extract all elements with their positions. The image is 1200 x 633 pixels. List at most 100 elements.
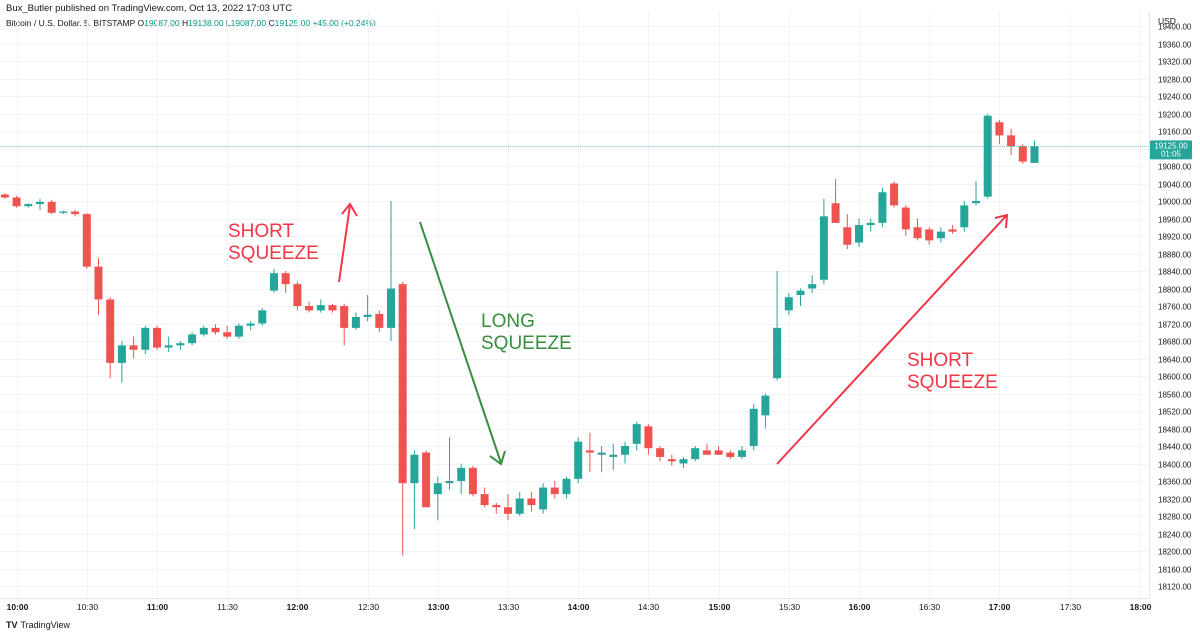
price-tick-label: 19280.00 <box>1158 76 1192 85</box>
time-tick-label: 10:30 <box>77 602 99 612</box>
candle-up <box>141 327 150 350</box>
candle-up <box>855 225 863 243</box>
candle-up <box>117 345 126 363</box>
price-tick-label: 19160.00 <box>1158 128 1192 137</box>
candle-up <box>246 323 255 326</box>
open-label: O <box>137 18 145 28</box>
candle-down <box>0 194 9 198</box>
high-value: 19138.00 <box>188 18 224 28</box>
arrow-head-icon <box>489 450 506 466</box>
candle-down <box>550 487 559 495</box>
candle-down <box>398 284 407 484</box>
candle-up <box>972 201 980 204</box>
annotation-text-line: SQUEEZE <box>481 333 572 354</box>
candle-up <box>234 325 243 337</box>
candle-up <box>796 290 805 296</box>
time-tick-label: 17:00 <box>989 602 1011 612</box>
arrow-up-right-icon <box>776 215 1007 465</box>
candle-down <box>71 211 80 215</box>
last-price-value: 19125.00 <box>1154 141 1188 150</box>
candle-down <box>995 122 1004 136</box>
time-tick-label: 17:30 <box>1060 602 1082 612</box>
candle-down <box>585 450 594 453</box>
candle-up <box>679 459 688 464</box>
symbol-legend: Bitcoin / U.S. Dollar, 5, BITSTAMP O1908… <box>6 18 376 28</box>
price-tick-label: 18440.00 <box>1158 443 1192 452</box>
candle-down <box>47 201 56 213</box>
symbol-name[interactable]: Bitcoin / U.S. Dollar, 5, BITSTAMP <box>6 18 136 28</box>
arrow-head-icon <box>341 202 358 217</box>
candle-up <box>457 467 466 481</box>
price-tick-label: 19360.00 <box>1158 41 1192 50</box>
candle-up <box>773 327 782 379</box>
open-value: 19087.00 <box>144 18 180 28</box>
time-tick-label: 11:00 <box>147 602 169 612</box>
price-tick-label: 18160.00 <box>1158 566 1192 575</box>
price-tick-label: 18560.00 <box>1158 391 1192 400</box>
price-tick-label: 18240.00 <box>1158 531 1192 540</box>
change-value: +45.00 (+0.24%) <box>312 18 376 28</box>
candle-down <box>94 266 103 300</box>
candle-down <box>211 327 220 333</box>
candle-up <box>351 316 360 328</box>
price-tick-label: 19040.00 <box>1158 181 1192 190</box>
candle-up <box>59 211 68 213</box>
candle-down <box>504 507 512 514</box>
price-tick-label: 18920.00 <box>1158 233 1192 242</box>
short-squeeze-annotation-2: SHORT SQUEEZE <box>776 213 1009 465</box>
candle-down <box>492 505 501 508</box>
candle-up <box>983 115 992 197</box>
candle-up <box>749 408 758 446</box>
candle-down <box>843 227 852 245</box>
candle-down <box>12 197 21 207</box>
price-tick-label: 18880.00 <box>1158 251 1192 260</box>
candle-up <box>433 483 442 495</box>
price-tick-label: 19400.00 <box>1158 23 1192 32</box>
publisher-line: Bux_Butler published on TradingView.com,… <box>6 3 292 14</box>
candle-down <box>375 313 384 328</box>
price-tick-label: 18600.00 <box>1158 373 1192 382</box>
price-axis[interactable]: USD 18120.00 18160.00 18200.00 18240.00 1828… <box>1149 12 1192 598</box>
candle-down <box>831 203 840 223</box>
candle-down <box>82 214 91 267</box>
candle-down <box>714 450 723 455</box>
currency-label: USD <box>1158 16 1176 26</box>
candle-down <box>656 448 665 457</box>
time-tick-label: 12:30 <box>358 602 380 612</box>
candle-down <box>925 229 934 241</box>
candle-down <box>468 467 477 495</box>
price-tick-label: 18280.00 <box>1158 513 1192 522</box>
long-squeeze-annotation: LONG SQUEEZE <box>419 221 572 466</box>
candle-up <box>176 343 185 346</box>
candle-up <box>784 297 793 311</box>
time-tick-label: 13:00 <box>428 602 450 612</box>
candle-down <box>527 498 536 506</box>
time-tick-label: 18:00 <box>1130 602 1152 612</box>
candle-up <box>936 231 945 239</box>
close-value: 19125.00 <box>274 18 311 28</box>
candle-down <box>901 207 910 230</box>
annotation-text-line: SQUEEZE <box>228 243 319 264</box>
candle-up <box>808 284 817 289</box>
candle-up <box>258 310 267 324</box>
footer-brand[interactable]: TV TradingView <box>6 620 70 630</box>
candle-up <box>270 273 278 291</box>
time-axis[interactable]: 10:00 10:30 11:00 11:30 12:00 12:30 13:00 13:30… <box>0 598 1152 613</box>
price-tick-label: 18800.00 <box>1158 286 1192 295</box>
candle-down <box>129 345 138 350</box>
price-tick-label: 18840.00 <box>1158 268 1192 277</box>
candle-up <box>199 327 208 335</box>
candle-up <box>609 454 618 457</box>
time-tick-label: 14:00 <box>568 602 590 612</box>
price-tick-label: 18200.00 <box>1158 548 1192 557</box>
price-tick-label: 19000.00 <box>1158 198 1192 207</box>
price-tick-label: 19240.00 <box>1158 93 1192 102</box>
candle-down <box>305 306 314 311</box>
candle-up <box>621 446 629 455</box>
arrow-up-icon <box>338 204 351 283</box>
candles-series <box>0 113 1039 556</box>
time-tick-label: 15:00 <box>709 602 731 612</box>
candle-up <box>960 205 969 228</box>
candle-up <box>866 222 875 226</box>
